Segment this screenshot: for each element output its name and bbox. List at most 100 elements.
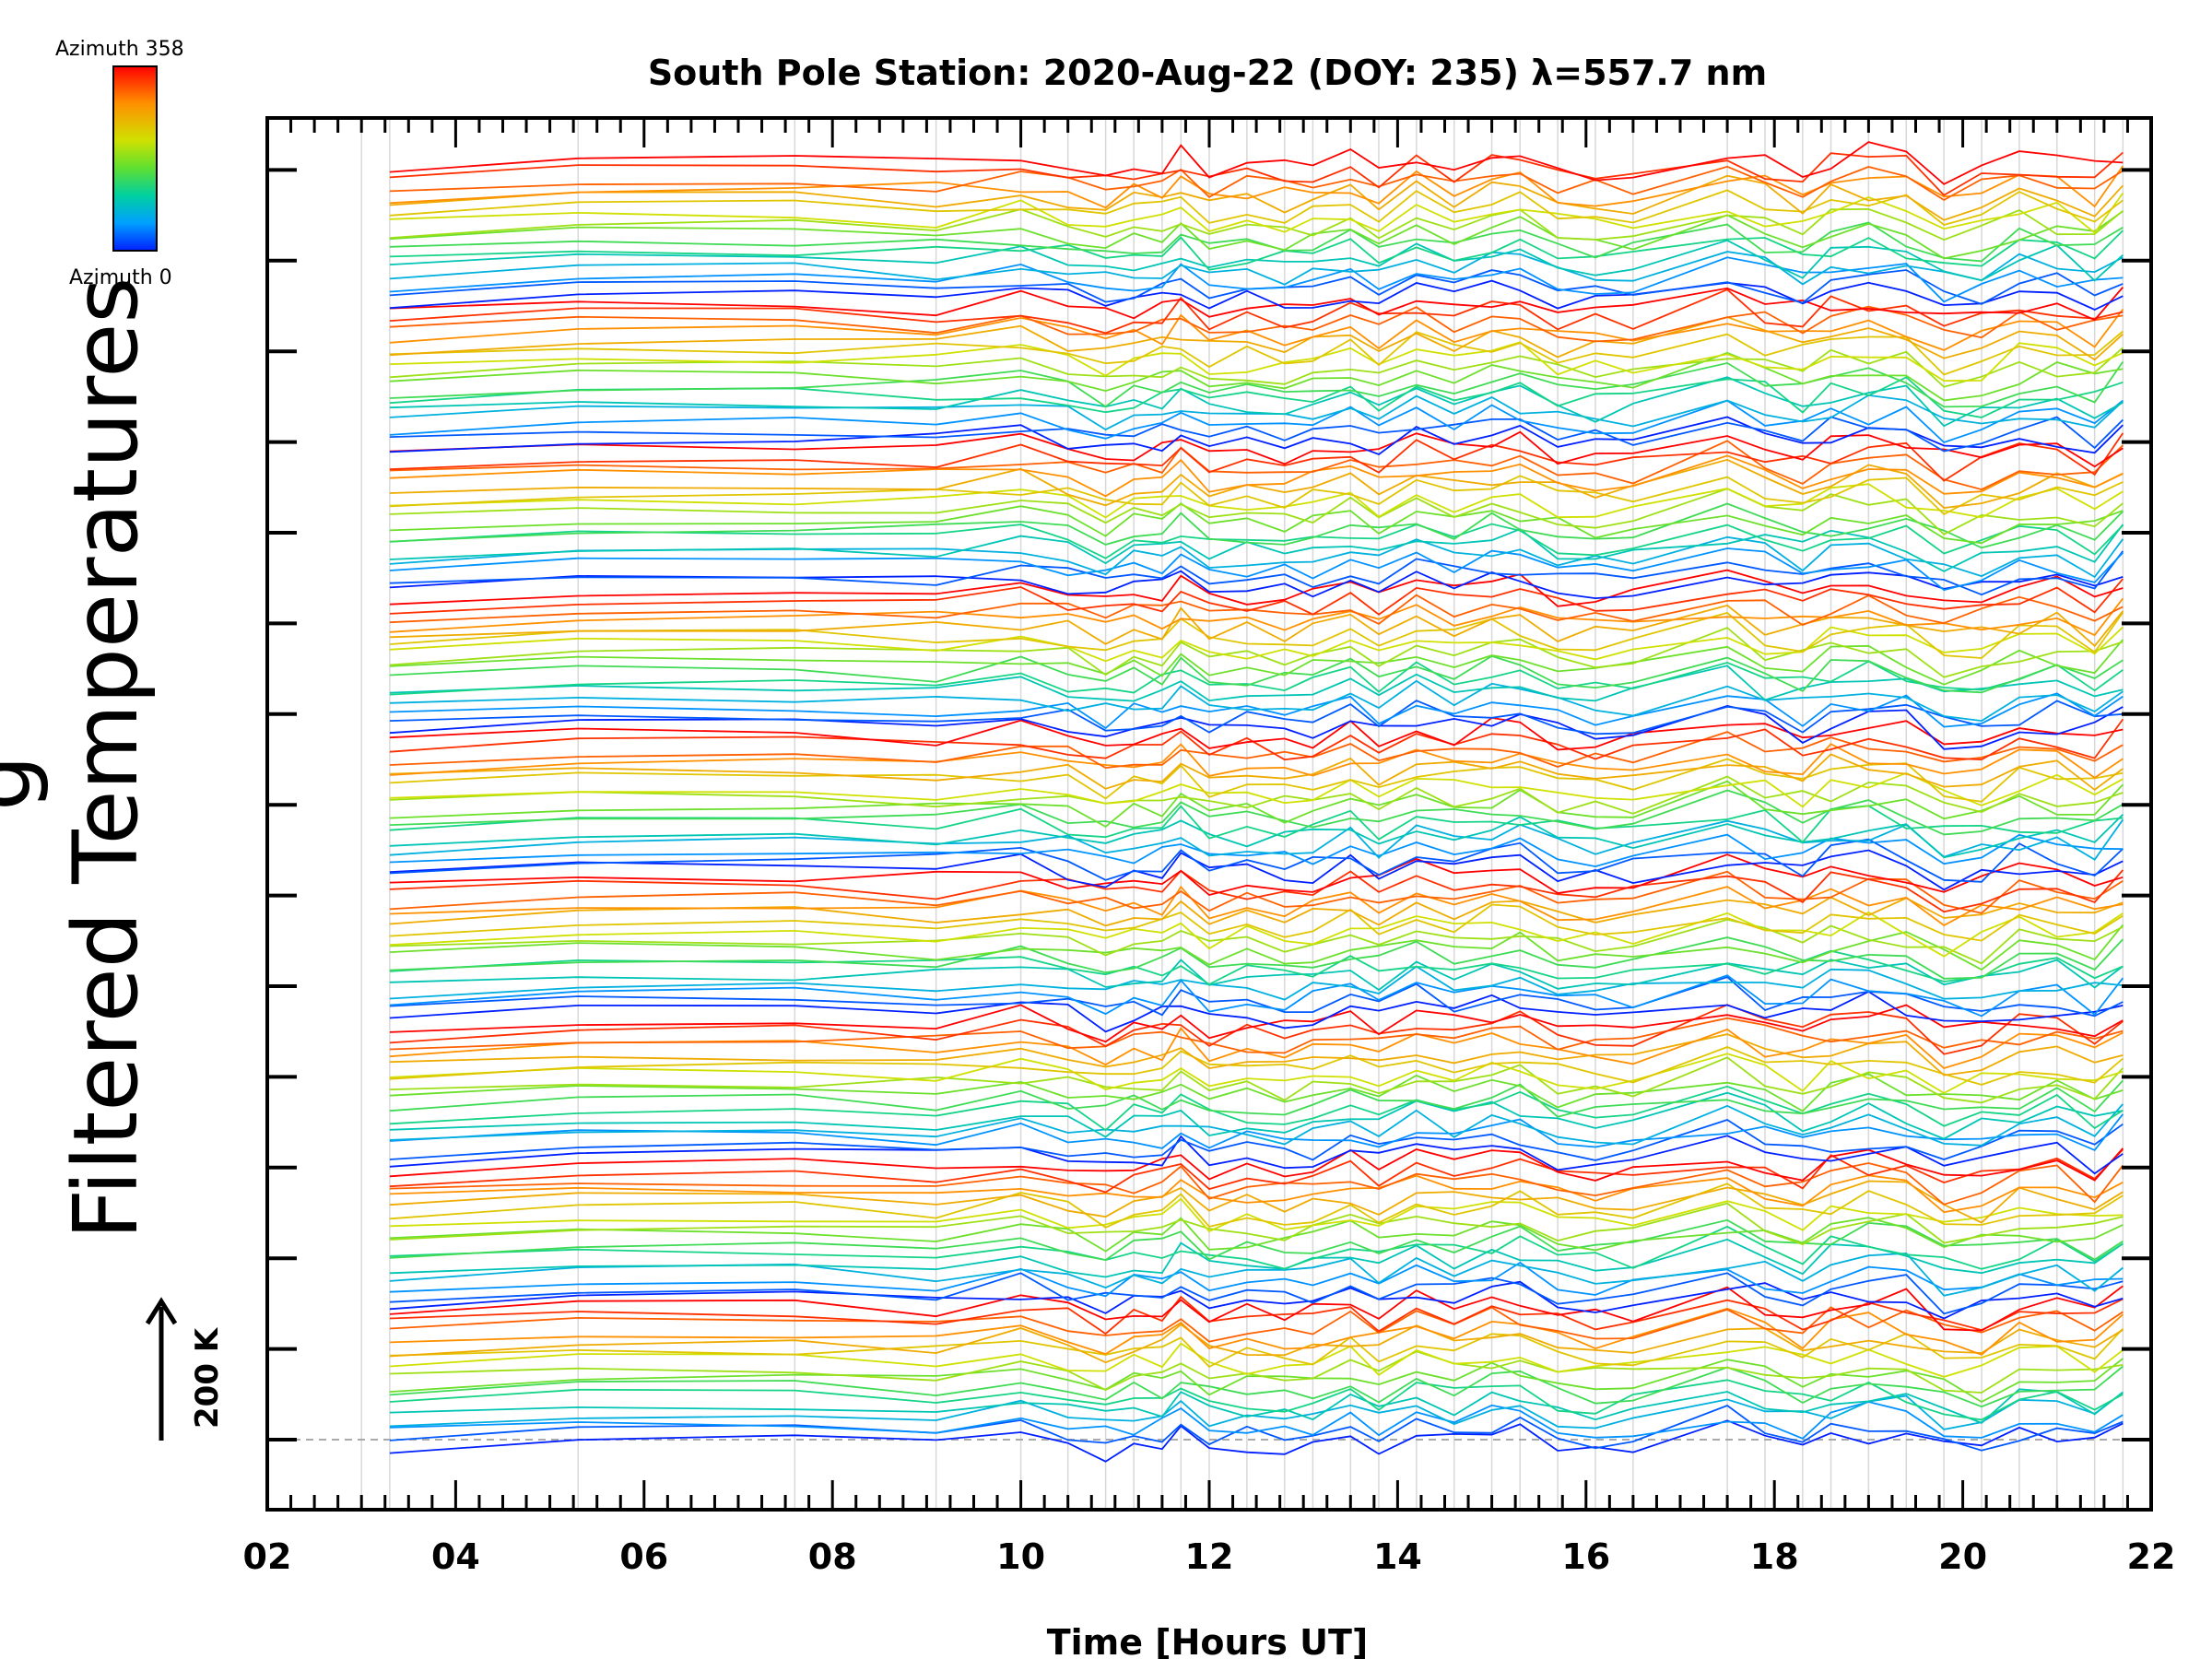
series-line [389, 949, 2124, 986]
series-line [389, 743, 2124, 779]
series-line [389, 1295, 2124, 1335]
series-line [389, 716, 2124, 751]
chart-title: South Pole Station: 2020-Aug-22 (DOY: 23… [648, 53, 1767, 93]
series-line [389, 578, 2124, 616]
x-tick-label: 06 [619, 1536, 668, 1577]
series-line [389, 416, 2124, 456]
series-line [389, 394, 2124, 431]
series-line [389, 399, 2124, 444]
series-line [389, 918, 2124, 965]
series-line [389, 341, 2124, 382]
scale-bar-label: 200 K [189, 1326, 226, 1429]
series-line [389, 679, 2124, 723]
series-line [389, 1162, 2124, 1206]
series-line [389, 1342, 2124, 1378]
series-line [389, 833, 2124, 868]
series-line [389, 1147, 2124, 1182]
colorbar [112, 65, 158, 252]
series-line [389, 207, 2124, 241]
series-line [389, 416, 2124, 453]
series-line [389, 731, 2124, 770]
series-line [389, 347, 2124, 388]
series-line [389, 626, 2124, 663]
series-line [389, 1113, 2124, 1151]
x-tick-label: 12 [1185, 1536, 1234, 1577]
series-line [389, 965, 2124, 1001]
series-line [389, 1272, 2124, 1315]
series-line [389, 570, 2124, 600]
series-line [389, 1091, 2124, 1140]
series-line [389, 896, 2124, 927]
x-tick-label: 22 [2127, 1536, 2176, 1577]
series-line [389, 885, 2124, 927]
series-line [389, 814, 2124, 859]
series-line [389, 974, 2124, 1018]
series-line [389, 151, 2124, 196]
axes [265, 116, 2153, 1512]
series-line [389, 1388, 2124, 1424]
x-tick-label: 20 [1938, 1536, 1987, 1577]
colorbar-bottom-label: Azimuth 0 [69, 266, 172, 289]
series-line [389, 569, 2124, 607]
series-line [389, 269, 2124, 305]
series-line [389, 229, 2124, 271]
series-line [389, 1182, 2124, 1229]
series-line [389, 1323, 2124, 1364]
series-line [389, 1225, 2124, 1270]
series-line [389, 903, 2124, 942]
series-line [389, 838, 2124, 883]
series-line [389, 550, 2124, 596]
series-line [389, 639, 2124, 686]
series-line [389, 1033, 2124, 1077]
series-line [389, 1327, 2124, 1369]
series-line [389, 1046, 2124, 1086]
series-line [389, 959, 2124, 992]
x-tick-label: 10 [996, 1536, 1045, 1577]
series-line [389, 1252, 2124, 1297]
series-line [389, 1280, 2124, 1320]
series-line [389, 524, 2124, 572]
series-line [389, 1379, 2124, 1421]
series-line [389, 1004, 2124, 1055]
series-line [389, 360, 2124, 408]
series-line [389, 210, 2124, 260]
series-line [389, 165, 2124, 209]
y-axis-label-partial: g [0, 755, 51, 811]
series-line [389, 692, 2124, 730]
series-line [389, 488, 2124, 535]
series-line [389, 853, 2124, 896]
series-line [389, 1285, 2124, 1332]
series-line [389, 1079, 2124, 1118]
series-line [389, 1218, 2124, 1262]
series-line [389, 1073, 2124, 1112]
series-line [389, 458, 2124, 509]
series-line [389, 432, 2124, 482]
series-line [389, 330, 2124, 376]
y-axis-label: Filtered Temperatures [54, 277, 158, 1240]
scale-bar: 200 K [145, 1297, 226, 1441]
series-line [389, 1004, 2124, 1043]
series-line [389, 305, 2124, 343]
series-line [389, 654, 2124, 694]
series-line [389, 1238, 2124, 1278]
series-line [389, 870, 2124, 914]
series-group [389, 141, 2124, 1463]
series-line [389, 660, 2124, 696]
series-line [389, 869, 2124, 913]
x-tick-labels: 02 04 06 08 10 12 14 16 18 20 22 [243, 1536, 2176, 1577]
series-line [389, 1148, 2124, 1194]
series-line [389, 704, 2124, 750]
series-line [389, 805, 2124, 843]
series-line [389, 1217, 2124, 1253]
series-line [389, 351, 2124, 402]
series-line [389, 1197, 2124, 1233]
series-line [389, 1261, 2124, 1298]
series-line [389, 627, 2124, 678]
x-tick-label: 16 [1561, 1536, 1610, 1577]
series-line [389, 288, 2124, 335]
series-line [389, 789, 2124, 836]
series-line [389, 611, 2124, 659]
series-line [389, 141, 2124, 185]
x-axis-label: Time [Hours UT] [1047, 1622, 1369, 1659]
